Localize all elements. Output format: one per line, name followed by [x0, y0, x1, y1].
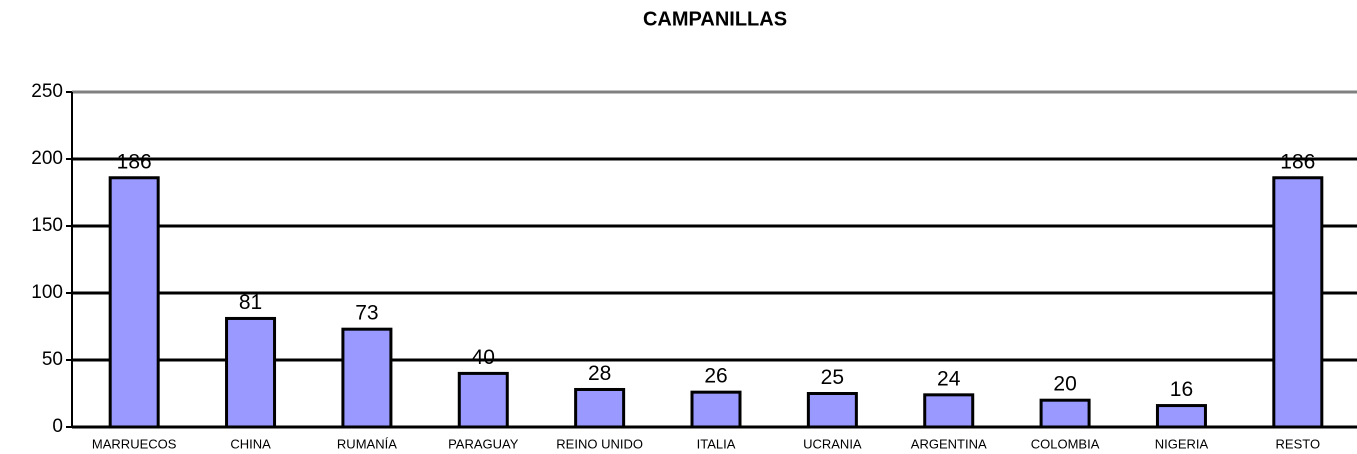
x-tick-label: MARRUECOS [92, 436, 177, 451]
bar [225, 316, 277, 429]
data-label: 28 [588, 362, 611, 385]
y-tick-label: 50 [42, 349, 63, 370]
bar [923, 393, 975, 429]
y-tick-label: 250 [31, 81, 63, 102]
data-label: 81 [239, 291, 262, 314]
bar [1272, 176, 1324, 429]
x-tick-label: ITALIA [697, 436, 736, 451]
bar [457, 371, 509, 429]
x-tick-label: CHINA [230, 436, 271, 451]
data-label: 16 [1170, 378, 1193, 401]
x-tick-label: RESTO [1276, 436, 1321, 451]
y-tick-label: 200 [31, 148, 63, 169]
data-label: 40 [472, 346, 495, 369]
bar [806, 392, 858, 429]
x-tick-label: ARGENTINA [911, 436, 987, 451]
x-tick-label: NIGERIA [1155, 436, 1209, 451]
chart-title: CAMPANILLAS [643, 8, 787, 30]
bar [574, 387, 626, 429]
bar [108, 176, 160, 429]
data-label: 25 [821, 366, 844, 389]
x-tick-label: REINO UNIDO [556, 436, 643, 451]
data-label: 186 [1280, 150, 1315, 173]
data-label: 20 [1053, 373, 1076, 396]
y-tick-label: 100 [31, 282, 63, 303]
data-label: 26 [704, 365, 727, 388]
x-tick-label: UCRANIA [803, 436, 862, 451]
bar [690, 390, 742, 429]
x-tick-label: PARAGUAY [448, 436, 519, 451]
data-label: 186 [117, 150, 152, 173]
data-label: 24 [937, 367, 961, 390]
bar [1155, 404, 1207, 429]
bar [341, 327, 393, 429]
x-tick-label: COLOMBIA [1031, 436, 1100, 451]
y-tick-label: 0 [52, 416, 63, 437]
data-label: 73 [355, 302, 378, 325]
bar [1039, 398, 1091, 429]
x-tick-label: RUMANÍA [337, 436, 397, 451]
y-tick-label: 150 [31, 215, 63, 236]
